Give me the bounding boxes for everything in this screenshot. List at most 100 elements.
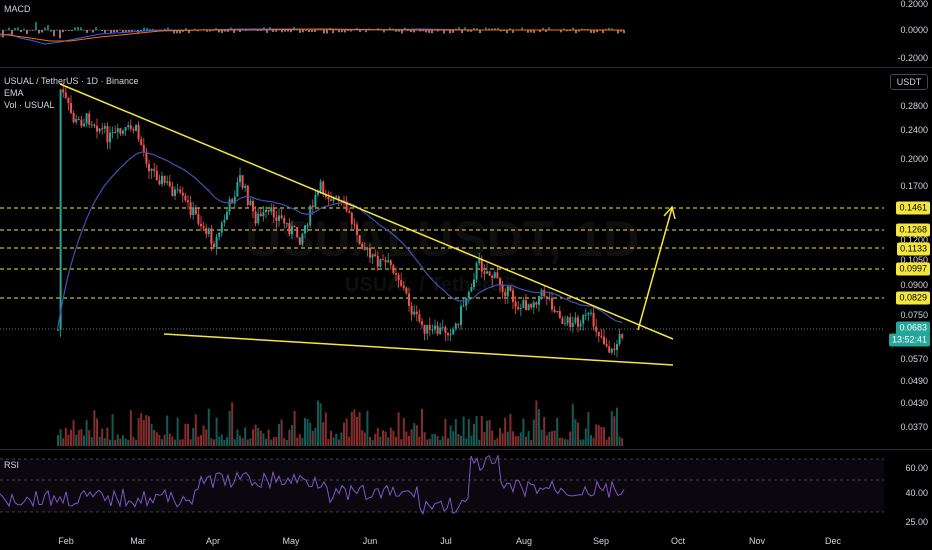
macd-histogram-bar bbox=[14, 27, 16, 31]
macd-histogram-bar bbox=[260, 30, 262, 31]
volume-bar bbox=[345, 418, 348, 446]
candle-body bbox=[324, 194, 327, 198]
volume-bar bbox=[249, 438, 252, 446]
candle-body bbox=[571, 322, 574, 327]
candle-body bbox=[369, 247, 371, 258]
pane-separator[interactable] bbox=[0, 67, 932, 68]
legend-ema[interactable]: EMA bbox=[4, 88, 24, 98]
volume-bar bbox=[171, 436, 174, 446]
volume-bar bbox=[356, 416, 358, 446]
volume-bar bbox=[176, 417, 179, 446]
volume-bar bbox=[262, 433, 265, 446]
volume-bar bbox=[535, 400, 538, 446]
macd-histogram-bar bbox=[476, 28, 478, 31]
volume-bar bbox=[564, 439, 566, 446]
volume-bar bbox=[324, 412, 327, 446]
volume-bar bbox=[319, 403, 322, 446]
volume-bar bbox=[415, 425, 418, 446]
volume-bar bbox=[509, 413, 512, 446]
macd-histogram-bar bbox=[92, 30, 94, 33]
macd-histogram-bar bbox=[125, 30, 127, 33]
candle-body bbox=[506, 286, 509, 297]
currency-button[interactable]: USDT bbox=[890, 74, 928, 90]
volume-bar bbox=[397, 412, 400, 446]
volume-bar bbox=[166, 415, 169, 446]
volume-bar bbox=[179, 439, 182, 446]
volume-bar bbox=[441, 436, 444, 446]
candle-body bbox=[249, 200, 252, 206]
volume-bar bbox=[218, 436, 221, 446]
volume-bar bbox=[457, 433, 460, 446]
volume-bar bbox=[114, 439, 117, 446]
price-tick: 0.2000 bbox=[900, 154, 928, 164]
time-axis[interactable]: Feb Mar Apr May Jun Jul Aug Sep Oct Nov … bbox=[0, 530, 884, 550]
rsi-label: RSI bbox=[4, 460, 20, 470]
macd-histogram-bar bbox=[29, 30, 31, 31]
volume-bar bbox=[488, 419, 491, 446]
volume-bar bbox=[439, 439, 442, 446]
candle-body bbox=[215, 236, 218, 248]
month-label: Oct bbox=[670, 536, 686, 546]
legend-volume[interactable]: Vol · USUAL bbox=[4, 100, 55, 110]
legend-symbol[interactable]: USUAL / TetherUS · 1D · Binance bbox=[4, 76, 139, 86]
candle-body bbox=[371, 254, 374, 258]
macd-histogram-bar bbox=[128, 30, 130, 32]
macd-histogram-bar bbox=[86, 30, 88, 33]
macd-histogram-bar bbox=[71, 30, 73, 32]
volume-bar bbox=[192, 428, 195, 446]
volume-bar bbox=[70, 429, 72, 446]
month-label: Nov bbox=[748, 536, 766, 546]
candle-body bbox=[561, 318, 564, 324]
candle-body bbox=[496, 272, 499, 279]
candle-body bbox=[223, 219, 226, 223]
macd-pane[interactable]: MACD bbox=[0, 0, 884, 66]
candle-body bbox=[473, 279, 475, 287]
candle-body bbox=[418, 314, 421, 322]
candle-body bbox=[142, 144, 145, 152]
macd-histogram-bar bbox=[143, 27, 145, 31]
macd-label: MACD bbox=[4, 4, 31, 14]
volume-bar bbox=[348, 436, 351, 446]
macd-histogram-bar bbox=[533, 30, 535, 33]
price-tick: 0.0900 bbox=[900, 280, 928, 290]
pane-separator[interactable] bbox=[0, 449, 932, 450]
macd-histogram-bar bbox=[284, 30, 286, 32]
volume-bar bbox=[239, 435, 241, 446]
rsi-line bbox=[0, 454, 625, 516]
volume-bar bbox=[106, 427, 109, 446]
volume-bar bbox=[298, 434, 301, 446]
volume-bar bbox=[551, 431, 553, 446]
candle-body bbox=[148, 163, 150, 172]
volume-bar bbox=[613, 416, 616, 446]
rsi-tick: 40.00 bbox=[905, 488, 928, 498]
candle-body bbox=[296, 226, 299, 238]
candle-body bbox=[527, 304, 530, 311]
candle-body bbox=[431, 329, 434, 331]
volume-bar bbox=[101, 428, 104, 446]
candle-body bbox=[512, 290, 514, 302]
volume-bar bbox=[603, 427, 605, 446]
macd-histogram-bar bbox=[464, 27, 466, 31]
volume-bar bbox=[556, 417, 559, 446]
candle-body bbox=[392, 265, 395, 274]
candle-body bbox=[548, 297, 551, 299]
volume-bar bbox=[278, 423, 280, 446]
candle-body bbox=[311, 205, 314, 208]
price-pane[interactable]: USUALUSDT, 1D USUAL / TetherUS USUAL / T… bbox=[0, 68, 884, 448]
volume-bar bbox=[402, 417, 405, 446]
candle-body bbox=[85, 113, 88, 124]
volume-bar bbox=[213, 439, 215, 446]
macd-histogram-bar bbox=[176, 30, 178, 34]
price-axis[interactable]: 0.2800 0.2400 0.2000 0.1700 0.1200 0.105… bbox=[884, 68, 932, 448]
volume-bar bbox=[215, 417, 218, 446]
candle-body bbox=[90, 124, 93, 126]
candle-body bbox=[389, 260, 392, 266]
macd-histogram-bar bbox=[233, 30, 235, 33]
candle-body bbox=[361, 243, 364, 250]
macd-histogram-bar bbox=[623, 30, 625, 34]
volume-bar bbox=[317, 400, 319, 446]
volume-bar bbox=[618, 436, 621, 446]
rsi-pane[interactable]: RSI bbox=[0, 450, 884, 528]
candle-body bbox=[75, 118, 78, 123]
macd-histogram-bar bbox=[326, 30, 328, 34]
